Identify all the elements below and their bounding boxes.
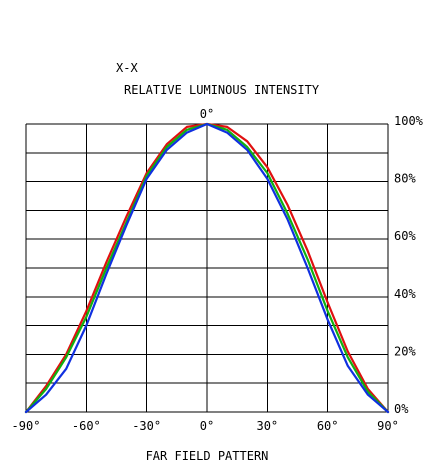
x-tick-label: -60° [72, 419, 101, 433]
x-tick-label: 0° [200, 419, 214, 433]
top-angle-label: 0° [200, 107, 214, 121]
x-tick-label: -90° [12, 419, 41, 433]
y-tick-label: 20% [394, 344, 416, 358]
chart-grid [25, 123, 389, 413]
chart-title: X-X [116, 61, 138, 75]
y-tick-labels: 0% 20% 40% 60% 80% 100% [394, 114, 424, 416]
y-tick-label: 60% [394, 229, 416, 243]
y-tick-label: 40% [394, 287, 416, 301]
x-axis-label: FAR FIELD PATTERN [146, 449, 269, 463]
chart-subtitle: RELATIVE LUMINOUS INTENSITY [124, 83, 320, 97]
y-tick-label: 0% [394, 402, 409, 416]
x-tick-labels: -90° -60° -30° 0° 30° 60° 90° [12, 419, 399, 433]
chart-series [24, 122, 390, 414]
y-tick-label: 100% [394, 114, 424, 128]
y-tick-label: 80% [394, 172, 416, 186]
series-line-3 [24, 122, 390, 414]
x-tick-label: 90° [377, 419, 399, 433]
x-tick-label: -30° [132, 419, 161, 433]
x-tick-label: 30° [256, 419, 278, 433]
x-tick-label: 60° [317, 419, 339, 433]
